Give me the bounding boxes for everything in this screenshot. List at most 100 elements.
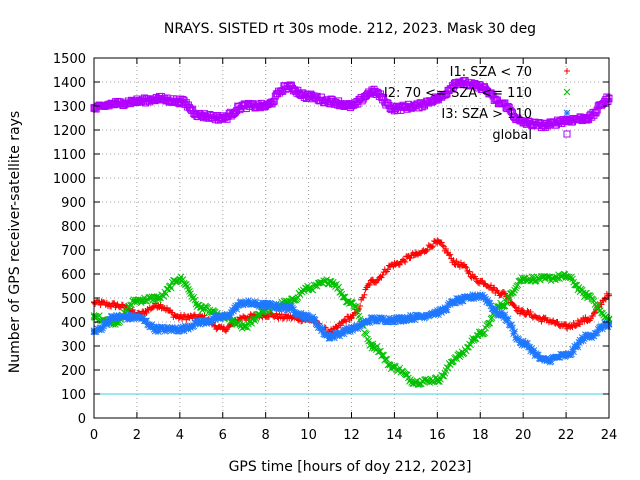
data-point <box>176 314 183 321</box>
data-point <box>197 304 205 311</box>
data-point <box>584 316 591 323</box>
x-tick-label: 4 <box>176 428 184 443</box>
data-point <box>430 243 437 250</box>
data-point <box>155 294 162 302</box>
data-point <box>276 303 283 311</box>
data-point <box>211 316 219 324</box>
data-point <box>262 301 270 309</box>
y-tick-label: 1000 <box>53 172 86 187</box>
axis-ticks: 0 2 4 6 8 10 12 14 16 18 20 22 240100200300400500600… <box>53 52 617 443</box>
data-point <box>187 324 194 332</box>
data-point <box>305 92 313 100</box>
data-point <box>284 314 291 321</box>
data-point <box>562 116 570 124</box>
x-tick-label: 14 <box>386 428 403 443</box>
data-point <box>111 100 119 108</box>
data-point <box>439 242 446 249</box>
data-point <box>563 130 571 138</box>
data-point <box>358 322 366 329</box>
data-point <box>509 324 516 332</box>
data-point <box>185 286 192 293</box>
data-point <box>520 309 527 316</box>
data-point <box>299 311 307 319</box>
data-point <box>541 275 548 283</box>
x-tick-label: 22 <box>558 428 575 443</box>
y-tick-label: 600 <box>61 268 86 283</box>
data-point <box>433 95 441 103</box>
data-point <box>476 83 484 91</box>
data-point <box>446 252 453 259</box>
data-point <box>226 311 234 319</box>
data-point <box>283 304 291 311</box>
data-point <box>570 348 577 356</box>
y-tick-label: 300 <box>61 340 86 355</box>
data-point <box>524 307 531 314</box>
y-axis-label: Number of GPS receiver-satellite rays <box>7 111 23 373</box>
legend: I1: SZA < 70 I2: 70 <= SZA <= 110 I3: SZA … <box>384 65 571 143</box>
data-point <box>511 286 518 294</box>
data-point <box>450 257 457 264</box>
data-point <box>151 327 159 335</box>
data-point <box>440 307 448 315</box>
data-point <box>486 300 494 307</box>
data-point <box>133 297 141 304</box>
data-point <box>603 93 611 101</box>
data-point <box>318 327 325 335</box>
data-point <box>590 310 597 317</box>
data-point <box>179 323 187 331</box>
data-point <box>431 308 439 316</box>
data-point <box>143 297 150 305</box>
data-point <box>380 314 388 322</box>
data-point <box>572 323 579 330</box>
data-point <box>305 313 312 321</box>
data-point <box>584 292 591 299</box>
data-point <box>524 340 531 347</box>
data-point <box>519 340 527 347</box>
data-point <box>503 317 511 325</box>
data-point <box>428 244 435 251</box>
data-point <box>354 325 362 333</box>
data-point <box>128 311 135 319</box>
data-point <box>191 311 198 318</box>
data-point <box>396 261 403 268</box>
x-tick-label: 16 <box>429 428 446 443</box>
data-point <box>343 318 350 325</box>
data-point <box>492 306 500 313</box>
data-point <box>364 335 371 343</box>
data-point <box>245 297 252 304</box>
data-point <box>326 97 334 105</box>
data-point <box>462 263 469 270</box>
data-point <box>348 102 355 110</box>
data-point <box>384 266 391 273</box>
data-point <box>511 303 518 310</box>
y-tick-label: 900 <box>61 196 86 211</box>
data-point <box>511 328 518 336</box>
data-point <box>258 308 265 315</box>
data-point <box>424 246 431 253</box>
data-point <box>283 83 291 91</box>
data-point <box>538 318 545 325</box>
data-point <box>98 326 105 334</box>
data-point <box>150 304 157 311</box>
data-point <box>197 112 205 120</box>
series-2 <box>90 291 613 366</box>
data-point <box>447 251 454 258</box>
data-point <box>219 313 227 321</box>
data-point <box>112 313 119 321</box>
data-point <box>105 319 113 327</box>
data-point <box>261 304 268 311</box>
data-point <box>360 294 367 301</box>
data-point <box>133 97 141 105</box>
data-point <box>541 316 548 323</box>
data-point <box>412 251 419 258</box>
data-point <box>145 321 153 329</box>
x-tick-label: 18 <box>472 428 489 443</box>
data-point <box>227 309 235 316</box>
data-point <box>379 271 386 278</box>
data-point <box>309 313 317 321</box>
data-point <box>143 317 150 325</box>
data-point <box>477 278 484 285</box>
data-point <box>279 301 287 309</box>
data-point <box>348 325 355 333</box>
data-point <box>402 259 409 266</box>
